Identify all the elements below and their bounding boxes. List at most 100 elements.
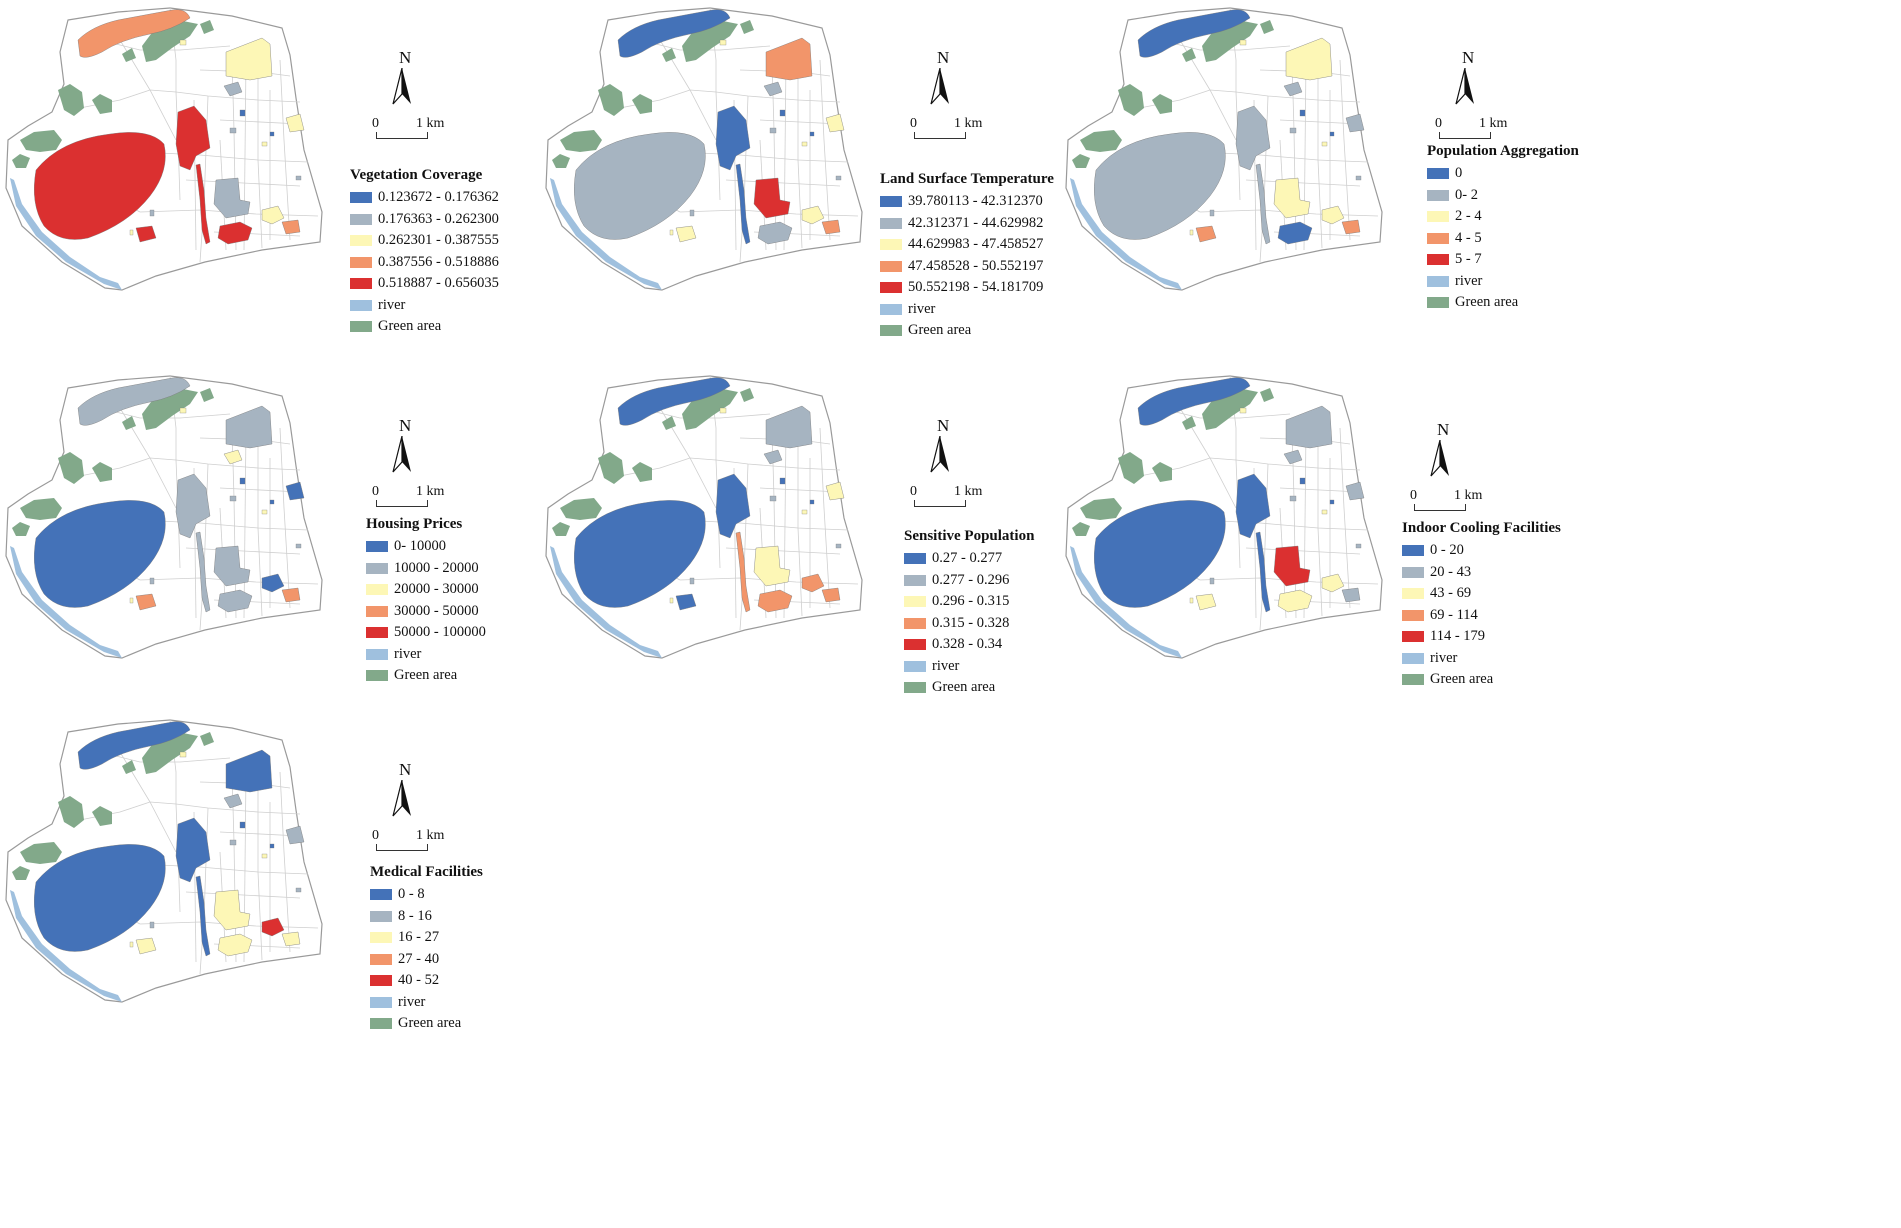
- legend-swatch: [880, 303, 902, 315]
- region-cSmall: [801, 205, 825, 225]
- small-parcel: [1289, 495, 1297, 502]
- legend-population: Population Aggregation 0 0- 2 2 - 4 4 - …: [1427, 143, 1579, 314]
- legend-item: 50.552198 - 54.181709: [880, 277, 1054, 299]
- region-north2: [1283, 449, 1303, 465]
- legend-label: 5 - 7: [1455, 251, 1482, 268]
- road-line: [279, 59, 291, 241]
- map-medical: [5, 719, 323, 1003]
- green-area: [632, 94, 652, 114]
- small-parcel: [809, 499, 815, 505]
- green-area: [1260, 388, 1274, 402]
- legend-label: 0- 2: [1455, 186, 1478, 203]
- north-label: N: [399, 760, 412, 779]
- small-parcel: [179, 39, 187, 46]
- legend-item: 43 - 69: [1402, 583, 1561, 605]
- legend-swatch: [904, 617, 926, 629]
- small-parcel: [179, 751, 187, 758]
- legend-item-green-area: Green area: [904, 677, 1034, 699]
- region-cSmall2: [281, 931, 301, 947]
- map-cooling: [1065, 375, 1383, 659]
- road-line: [1259, 95, 1269, 263]
- region-cMed: [1277, 221, 1313, 245]
- scale-end: 1 km: [1479, 116, 1508, 131]
- region-cLarge: [753, 177, 791, 219]
- road-line: [1279, 487, 1361, 493]
- legend-label: 0.518887 - 0.656035: [378, 275, 499, 292]
- road-line: [243, 427, 247, 619]
- legend-item: 40 - 52: [370, 970, 483, 992]
- region-sw: [1195, 593, 1217, 611]
- road-line: [199, 95, 209, 263]
- green-area: [12, 154, 30, 168]
- legend-title: Sensitive Population: [904, 528, 1035, 544]
- legend-label: 0.123672 - 0.176362: [378, 189, 499, 206]
- region-eastEdge: [1345, 481, 1365, 501]
- small-parcel: [669, 597, 674, 604]
- legend-swatch: [370, 1018, 392, 1030]
- region-cSmall2: [281, 587, 301, 603]
- legend-swatch: [350, 213, 372, 225]
- legend-swatch: [880, 196, 902, 208]
- small-parcel: [719, 39, 727, 46]
- region-cSmall2: [1341, 587, 1361, 603]
- legend-item: 0- 2: [1427, 185, 1579, 207]
- legend-title: Indoor Cooling Facilities: [1402, 520, 1561, 536]
- legend-label: 16 - 27: [398, 929, 440, 946]
- legend-sensitive: Sensitive Population 0.27 - 0.277 0.277 …: [904, 528, 1034, 699]
- legend-swatch: [904, 682, 926, 694]
- map-housing: [5, 375, 323, 659]
- small-parcel: [1355, 175, 1362, 181]
- region-canal: [195, 875, 211, 957]
- north-arrow-icon: [392, 780, 411, 817]
- panel-sensitive: N 0 1 km Sensitive Population 0.27 - 0.2…: [540, 368, 1170, 748]
- green-area: [552, 522, 570, 536]
- road-line: [739, 95, 749, 263]
- region-northBand: [617, 377, 731, 426]
- legend-label: river: [932, 657, 960, 674]
- road-line: [69, 457, 151, 479]
- north-label: N: [937, 416, 950, 435]
- legend-swatch: [350, 192, 372, 204]
- green-area: [740, 388, 754, 402]
- green-area: [200, 388, 214, 402]
- road-line: [185, 547, 301, 555]
- legend-label: 2 - 4: [1455, 208, 1482, 225]
- legend-item: 0.27 - 0.277: [904, 548, 1034, 570]
- road-line: [1303, 59, 1307, 251]
- region-neHill: [1285, 37, 1333, 81]
- green-area: [662, 48, 676, 62]
- region-north2: [223, 793, 243, 809]
- region-northBand: [77, 721, 191, 770]
- north-arrow-scale: N 0 1 km: [1410, 420, 1500, 511]
- region-lakeNorth: [175, 817, 211, 883]
- legend-item: 42.312371 - 44.629982: [880, 213, 1054, 235]
- region-cSmall: [1321, 205, 1345, 225]
- legend-item: 8 - 16: [370, 906, 483, 928]
- road-line: [1339, 427, 1351, 609]
- legend-label: 114 - 179: [1430, 628, 1486, 645]
- region-cLarge: [213, 177, 251, 219]
- road-line: [1259, 463, 1269, 631]
- legend-label: Green area: [378, 318, 442, 335]
- road-line: [243, 59, 247, 251]
- legend-label: 0- 10000: [394, 538, 446, 555]
- small-parcel: [129, 229, 134, 236]
- region-north2: [763, 449, 783, 465]
- small-parcel: [269, 131, 275, 137]
- legend-label: 8 - 16: [398, 907, 432, 924]
- north-arrow-icon: [392, 68, 411, 105]
- green-area: [58, 84, 84, 116]
- legend-label: Green area: [398, 1015, 462, 1032]
- region-lakeNorth: [715, 105, 751, 171]
- small-parcel: [261, 853, 268, 859]
- panel-population: N 0 1 km Population Aggregation 0 0- 2 2…: [1060, 0, 1690, 380]
- legend-label: 42.312371 - 44.629982: [908, 214, 1044, 231]
- legend-label: 20000 - 30000: [394, 581, 479, 598]
- map-lst: [545, 7, 863, 291]
- legend-swatch: [1427, 232, 1449, 244]
- region-bigLake: [1094, 132, 1226, 240]
- road-line: [69, 89, 151, 111]
- legend-label: 43 - 69: [1430, 585, 1472, 602]
- north-arrow-scale: N 0 1 km: [372, 48, 462, 139]
- green-area: [122, 416, 136, 430]
